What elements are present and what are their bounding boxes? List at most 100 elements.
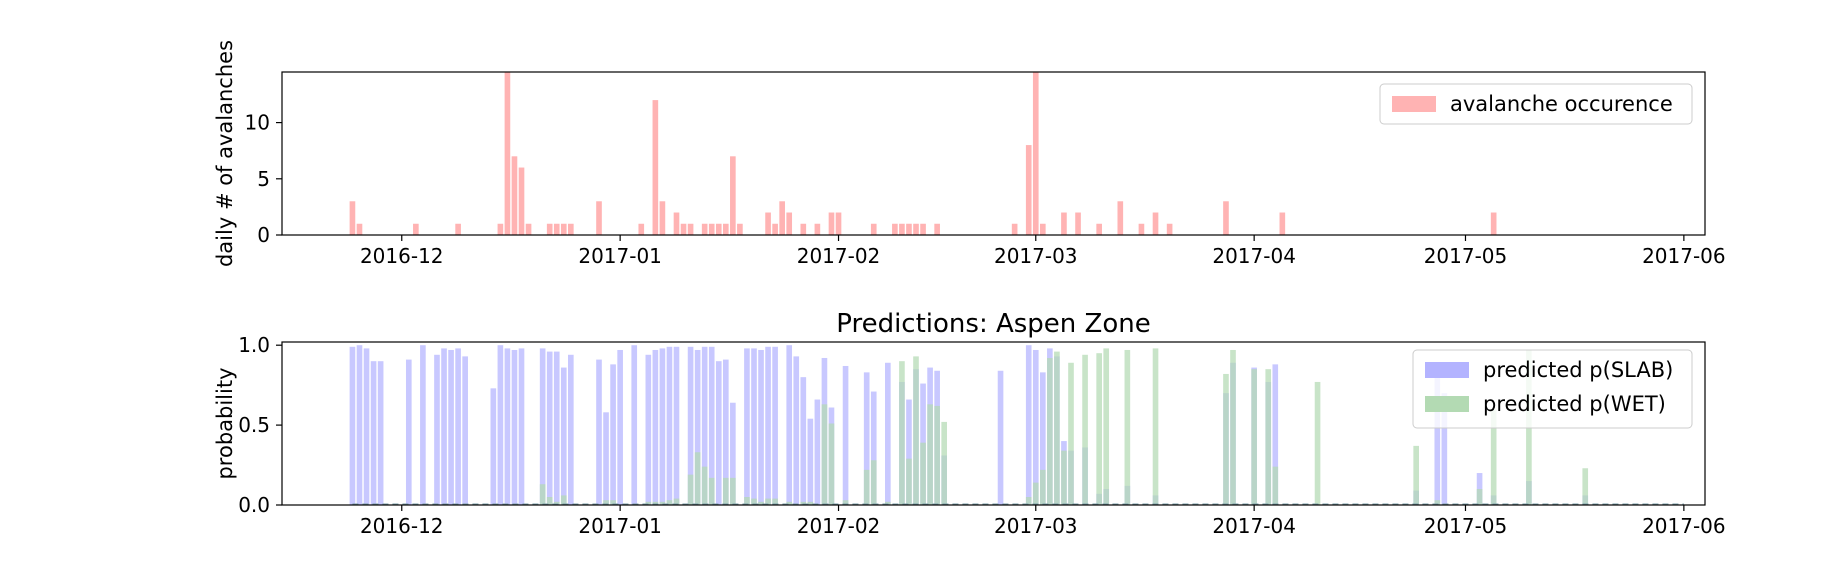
bar-series1: [448, 349, 454, 505]
bar-series1: [405, 359, 412, 505]
bar-series1: [1096, 223, 1102, 235]
bar-series2: [821, 404, 828, 505]
bar-series2: [687, 474, 694, 505]
bar-series1: [1039, 372, 1046, 505]
bar-series1: [1152, 212, 1159, 235]
bar-series1: [786, 212, 793, 235]
bar-series1: [610, 364, 616, 505]
bar-series2: [1124, 349, 1131, 505]
bar-series2: [913, 356, 919, 505]
bar-series1: [1117, 201, 1124, 235]
bar-series2: [1223, 373, 1229, 505]
bar-series1: [525, 223, 532, 235]
bar-series1: [673, 346, 680, 505]
bar-series1: [708, 223, 715, 235]
predictions-chart: 0.00.51.0 2016-12 2017-01 2017-02 2017-03 20…: [213, 309, 1726, 538]
bar-series1: [687, 223, 694, 235]
bar-series1: [518, 167, 525, 235]
bar-series1: [772, 223, 778, 235]
bar-series2: [800, 501, 807, 505]
bar-series2: [1230, 349, 1236, 505]
bar-series2: [1582, 468, 1589, 505]
bar-series1: [560, 367, 567, 505]
bar-series1: [546, 351, 553, 505]
bar-series1: [1441, 393, 1448, 505]
bar-series1: [511, 349, 518, 505]
bar-series1: [511, 156, 518, 235]
bar-series1: [870, 391, 877, 505]
bar-series2: [546, 497, 553, 505]
x-tick-label: 2017-06: [1642, 244, 1726, 268]
bar-series1: [807, 418, 814, 505]
y-tick-label: 1.0: [238, 333, 270, 357]
bar-series2: [1272, 466, 1279, 505]
bar-series2: [610, 500, 616, 505]
bar-series1: [455, 223, 461, 235]
x-tick-label: 2017-05: [1424, 244, 1508, 268]
bar-series2: [828, 423, 835, 505]
bar-series2: [744, 497, 750, 505]
bar-series1: [870, 223, 877, 235]
bar-series1: [765, 346, 771, 505]
bar-series1: [1434, 370, 1441, 505]
x-tick-label: 2016-12: [360, 244, 444, 268]
bottom-y-axis-label: probability: [213, 367, 237, 479]
bar-series1: [490, 388, 497, 505]
bar-series2: [1413, 445, 1419, 505]
bar-series1: [997, 370, 1004, 505]
bar-series1: [377, 361, 384, 505]
bar-series1: [863, 372, 870, 505]
bar-series2: [786, 501, 793, 505]
bar-series1: [553, 351, 560, 505]
bar-series1: [356, 223, 363, 235]
bar-series2: [1061, 450, 1067, 505]
bar-series1: [1138, 223, 1145, 235]
bar-series1: [413, 223, 419, 235]
bar-series1: [518, 348, 525, 505]
top-x-ticks: 2016-12 2017-01 2017-02 2017-03 2017-04 2017-…: [360, 235, 1726, 268]
bar-series1: [659, 201, 666, 235]
bar-series1: [560, 223, 567, 235]
bar-series2: [807, 501, 814, 505]
bar-series1: [687, 346, 694, 505]
bar-series1: [680, 223, 687, 235]
bar-series1: [920, 223, 926, 235]
top-y-ticks: 0 5 10: [245, 111, 282, 247]
bar-series2: [539, 484, 546, 505]
bar-series1: [1025, 145, 1032, 235]
bar-series2: [899, 361, 905, 505]
bar-series1: [751, 348, 757, 505]
bar-series2: [1476, 489, 1483, 505]
bar-series2: [927, 404, 933, 505]
bar-series1: [715, 223, 722, 235]
bar-series1: [786, 345, 793, 505]
x-tick-label: 2017-06: [1642, 514, 1726, 538]
legend-label: predicted p(SLAB): [1483, 358, 1673, 382]
legend-swatch: [1425, 362, 1469, 378]
bar-series1: [800, 223, 807, 235]
bar-series2: [1068, 362, 1074, 505]
bar-series1: [420, 345, 426, 505]
bar-series2: [694, 452, 701, 505]
bar-series1: [1490, 212, 1497, 235]
bar-series1: [906, 399, 912, 505]
bar-series1: [694, 349, 701, 505]
avalanche-count-chart: 0 5 10 2016-12 2017-01 2017-02 2017-03 2017-04…: [213, 40, 1726, 268]
y-tick-label: 0.5: [238, 413, 270, 437]
bar-series1: [1272, 364, 1279, 505]
bar-series1: [568, 354, 574, 505]
x-tick-label: 2017-02: [797, 244, 881, 268]
bar-series1: [652, 100, 659, 235]
x-tick-label: 2017-02: [797, 514, 881, 538]
bar-series1: [765, 212, 771, 235]
bar-series2: [1039, 469, 1046, 505]
x-tick-label: 2016-12: [360, 514, 444, 538]
bar-series2: [1082, 354, 1088, 505]
legend-label: avalanche occurence: [1450, 92, 1673, 116]
top-legend: avalanche occurence: [1379, 83, 1693, 125]
bar-series2: [1047, 357, 1053, 505]
bar-series2: [659, 501, 666, 505]
bar-series1: [441, 348, 447, 505]
bar-series1: [370, 361, 377, 505]
bar-series1: [1075, 212, 1081, 235]
